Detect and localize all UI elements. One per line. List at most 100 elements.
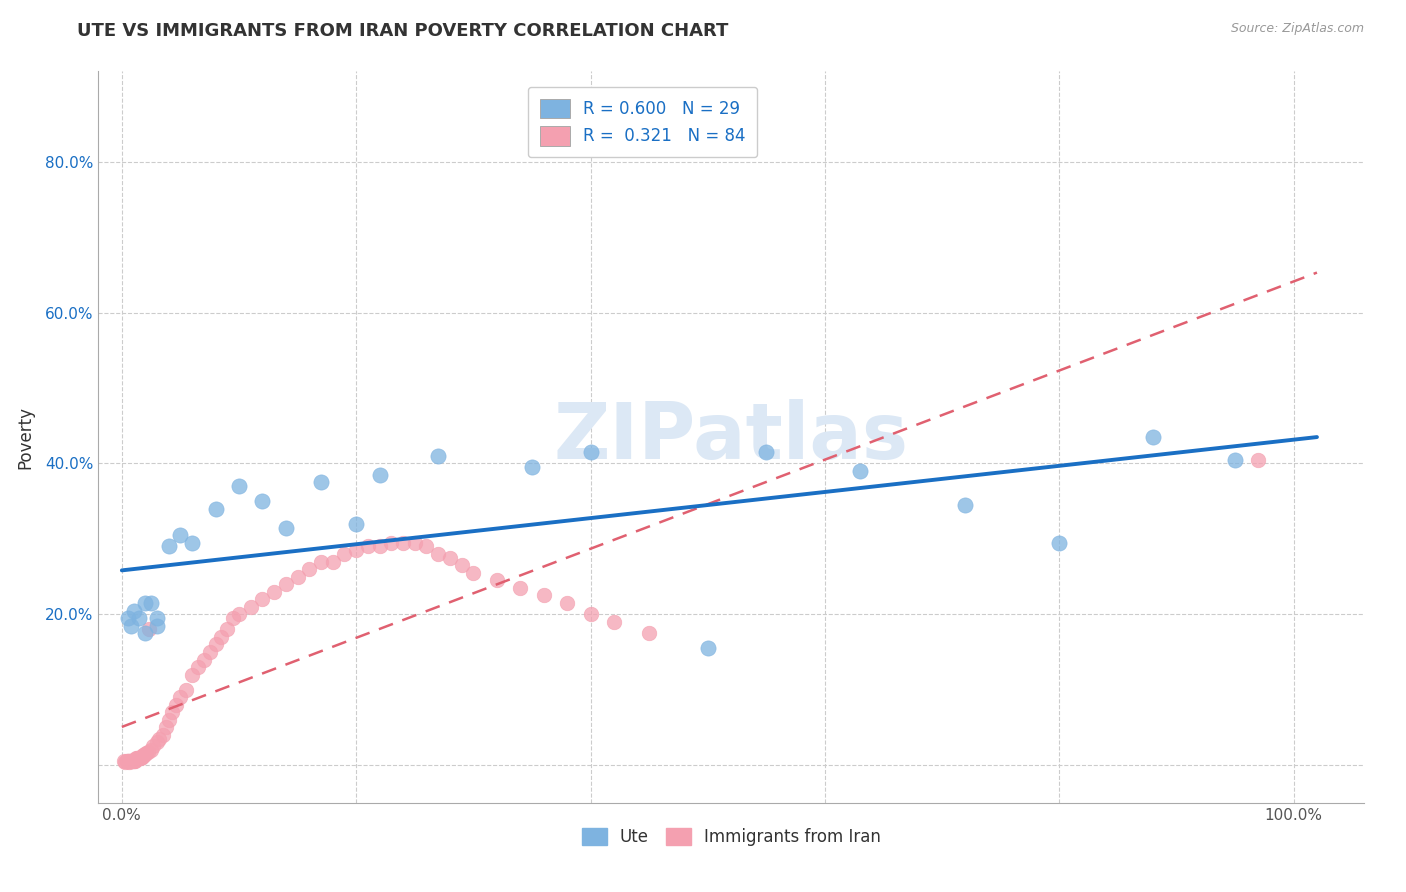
Point	[533, 589, 555, 603]
Point	[450, 558, 472, 573]
Point	[125, 752, 148, 766]
Point	[120, 755, 141, 769]
Point	[263, 584, 285, 599]
Point	[124, 753, 146, 767]
Point	[115, 755, 138, 769]
Legend: Ute, Immigrants from Iran: Ute, Immigrants from Iran	[575, 822, 887, 853]
Point	[134, 747, 156, 761]
Point	[132, 748, 156, 763]
Point	[368, 540, 391, 554]
Point	[579, 445, 602, 459]
Point	[427, 449, 450, 463]
Point	[228, 607, 250, 622]
Point	[204, 501, 226, 516]
Point	[128, 750, 150, 764]
Point	[579, 607, 602, 622]
Point	[198, 645, 221, 659]
Point	[344, 543, 367, 558]
Point	[252, 494, 274, 508]
Text: UTE VS IMMIGRANTS FROM IRAN POVERTY CORRELATION CHART: UTE VS IMMIGRANTS FROM IRAN POVERTY CORR…	[77, 22, 728, 40]
Point	[127, 752, 149, 766]
Point	[132, 748, 155, 763]
Point	[174, 682, 197, 697]
Point	[112, 755, 135, 769]
Point	[117, 611, 139, 625]
Point	[509, 581, 531, 595]
Point	[1047, 535, 1070, 549]
Point	[118, 754, 141, 768]
Point	[118, 755, 141, 769]
Point	[392, 535, 415, 549]
Point	[142, 739, 165, 754]
Point	[274, 577, 297, 591]
Point	[122, 754, 145, 768]
Point	[333, 547, 356, 561]
Point	[368, 467, 391, 482]
Point	[427, 547, 450, 561]
Point	[439, 550, 461, 565]
Point	[187, 660, 209, 674]
Point	[298, 562, 321, 576]
Point	[136, 745, 159, 759]
Point	[1223, 452, 1246, 467]
Point	[127, 750, 149, 764]
Point	[463, 566, 485, 580]
Point	[603, 615, 626, 629]
Point	[309, 475, 332, 490]
Text: Source: ZipAtlas.com: Source: ZipAtlas.com	[1230, 22, 1364, 36]
Point	[146, 618, 169, 632]
Point	[129, 749, 152, 764]
Point	[404, 535, 426, 549]
Point	[169, 690, 191, 705]
Point	[217, 623, 239, 637]
Point	[955, 498, 977, 512]
Point	[120, 755, 142, 769]
Point	[322, 554, 344, 568]
Point	[193, 652, 215, 666]
Point	[117, 754, 139, 768]
Point	[287, 569, 309, 583]
Point	[134, 626, 156, 640]
Y-axis label: Poverty: Poverty	[15, 406, 34, 468]
Point	[124, 754, 146, 768]
Point	[252, 592, 274, 607]
Point	[138, 623, 160, 637]
Point	[114, 755, 136, 769]
Point	[132, 749, 155, 764]
Point	[1247, 452, 1270, 467]
Point	[222, 611, 245, 625]
Point	[128, 751, 150, 765]
Point	[638, 626, 661, 640]
Point	[155, 720, 177, 734]
Point	[129, 750, 152, 764]
Point	[120, 754, 141, 768]
Point	[157, 540, 180, 554]
Point	[274, 520, 297, 534]
Point	[485, 574, 508, 588]
Point	[415, 540, 437, 554]
Point	[135, 746, 157, 760]
Point	[520, 460, 543, 475]
Point	[125, 751, 148, 765]
Point	[152, 728, 174, 742]
Point	[157, 713, 180, 727]
Point	[162, 706, 183, 720]
Point	[204, 637, 226, 651]
Point	[146, 735, 169, 749]
Point	[141, 596, 163, 610]
Point	[1142, 430, 1164, 444]
Point	[122, 755, 145, 769]
Point	[146, 611, 169, 625]
Point	[121, 754, 143, 768]
Point	[344, 516, 367, 531]
Point	[120, 618, 142, 632]
Point	[148, 731, 170, 746]
Point	[115, 754, 138, 768]
Point	[849, 464, 872, 478]
Point	[169, 528, 191, 542]
Point	[122, 603, 145, 617]
Point	[555, 596, 578, 610]
Point	[755, 445, 778, 459]
Point	[121, 755, 143, 769]
Text: ZIPatlas: ZIPatlas	[554, 399, 908, 475]
